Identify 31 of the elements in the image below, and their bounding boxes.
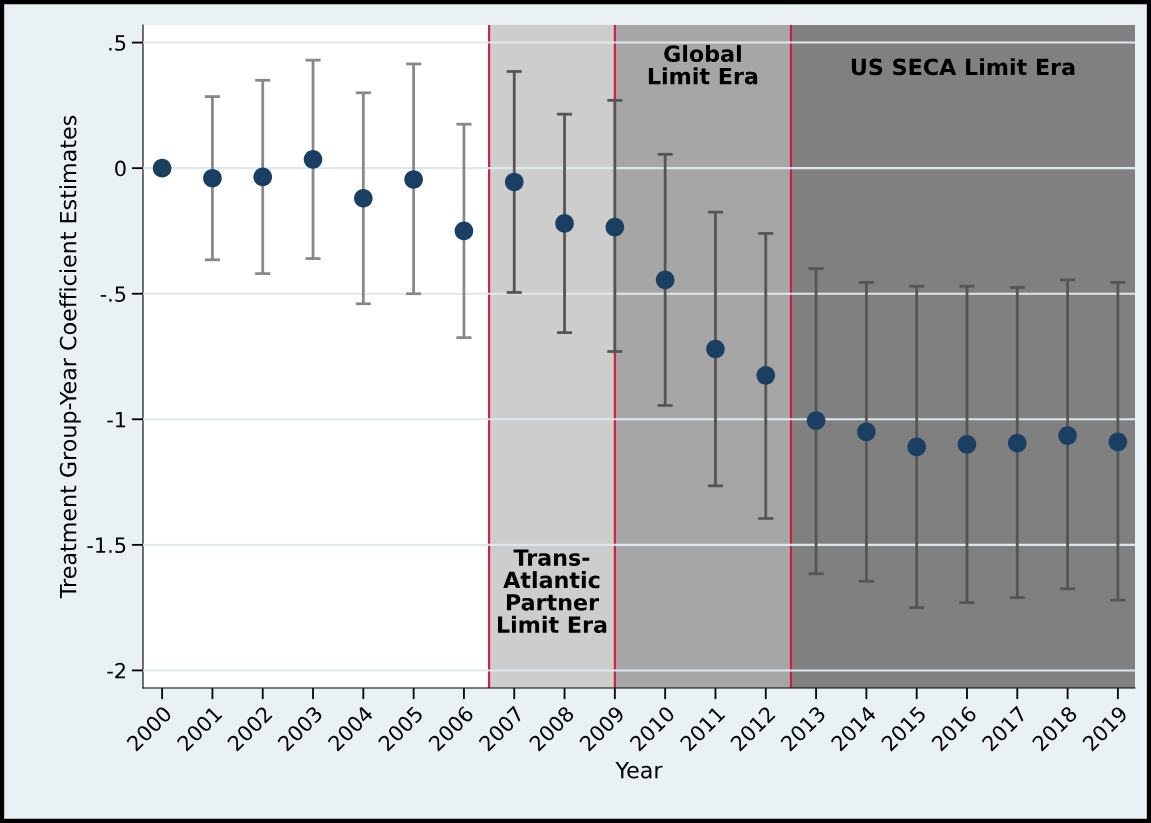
y-tick-label: -2 bbox=[107, 662, 125, 679]
point bbox=[303, 150, 323, 169]
point bbox=[504, 172, 524, 192]
y-tick-label: -1 bbox=[107, 412, 126, 428]
y-tick-label: .5 bbox=[109, 35, 126, 51]
point bbox=[957, 435, 977, 454]
point bbox=[203, 168, 222, 188]
point bbox=[454, 221, 474, 241]
y-axis-title: Treatment Group-Year Coefficient Estimates bbox=[59, 115, 81, 599]
y-tick-label: -.5 bbox=[100, 286, 126, 302]
point bbox=[605, 217, 625, 237]
point bbox=[756, 366, 776, 385]
point bbox=[655, 270, 675, 290]
band-label: Trans- Atlantic Partner Limit Era bbox=[497, 549, 607, 634]
point bbox=[1058, 426, 1077, 445]
y-tick-label: -1.5 bbox=[87, 537, 126, 554]
point bbox=[706, 339, 725, 359]
point bbox=[152, 158, 172, 178]
point bbox=[253, 167, 273, 187]
point bbox=[857, 422, 876, 442]
point bbox=[354, 188, 373, 208]
x-axis-title: Year bbox=[615, 761, 663, 779]
point bbox=[907, 437, 926, 457]
point bbox=[1007, 433, 1027, 453]
point bbox=[806, 411, 826, 430]
y-tick-label: 0 bbox=[115, 160, 126, 177]
point bbox=[1108, 432, 1128, 452]
point bbox=[555, 214, 574, 233]
point bbox=[404, 170, 423, 189]
band-label: US SECA Limit Era bbox=[851, 58, 1075, 76]
band-label: Global Limit Era bbox=[648, 44, 758, 85]
